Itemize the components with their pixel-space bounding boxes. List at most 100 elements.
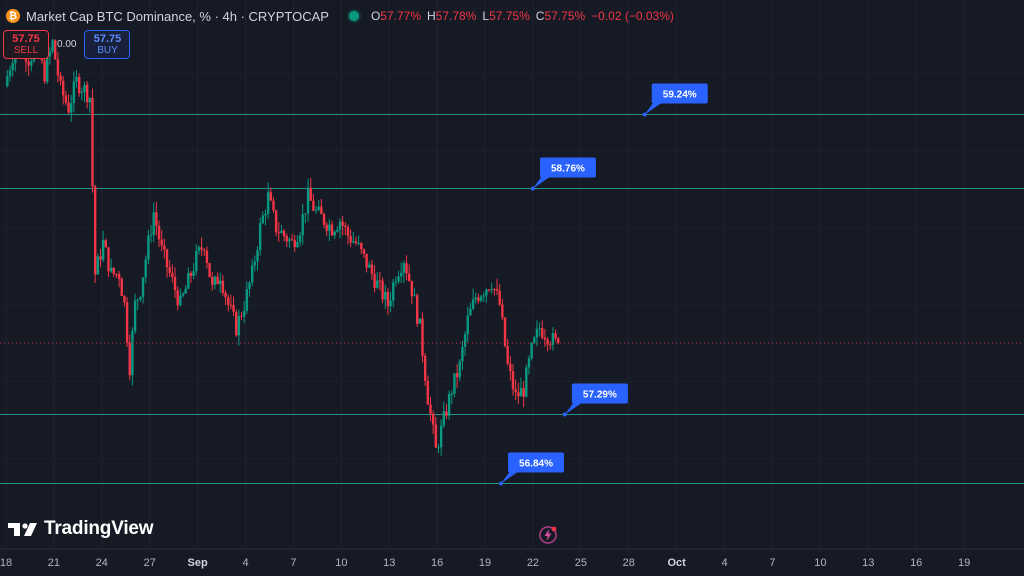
tradingview-wordmark: TradingView — [44, 518, 154, 539]
candle-body — [557, 338, 560, 344]
candle-body — [77, 76, 81, 93]
x-tick-label: 21 — [48, 557, 60, 569]
candle-body — [447, 394, 451, 416]
candle-body — [288, 239, 291, 242]
candle-body — [245, 289, 249, 311]
candle-body — [466, 315, 469, 335]
candle-body — [219, 280, 222, 285]
candle-body — [418, 318, 422, 324]
candle-body — [266, 192, 270, 214]
candle — [479, 294, 483, 303]
ohlc-close-value: 57.75% — [544, 9, 586, 23]
candle-body — [70, 103, 73, 113]
candle-body — [147, 235, 150, 260]
candle-body — [365, 253, 368, 268]
candle-body — [139, 296, 142, 300]
ohlc-change-value: −0.02 (−0.03%) — [591, 9, 674, 23]
candle — [272, 196, 275, 213]
symbol-title[interactable]: Market Cap BTC Dominance, % · 4h · CRYPT… — [26, 8, 329, 24]
candle — [498, 283, 501, 307]
candle-body — [386, 291, 390, 307]
candle-body — [192, 271, 195, 276]
candle-body — [493, 289, 496, 291]
candle — [346, 224, 350, 245]
candle — [83, 81, 86, 103]
level-label: 58.76% — [530, 157, 596, 191]
candle — [514, 379, 517, 401]
candle — [386, 287, 390, 315]
level-label-text: 56.84% — [519, 459, 553, 470]
candle — [277, 221, 280, 242]
level-label-pointer — [564, 403, 581, 415]
candle-body — [336, 229, 339, 232]
candle — [493, 288, 496, 296]
candle — [421, 312, 424, 363]
x-tick-label: 4 — [242, 557, 248, 569]
buy-button[interactable]: 57.75 BUY — [84, 30, 131, 59]
candle — [362, 248, 366, 258]
candle-body — [107, 247, 110, 272]
x-tick-label: 28 — [623, 557, 635, 569]
candle — [27, 56, 30, 76]
candle — [538, 322, 541, 337]
candle — [453, 373, 456, 398]
level-label-pointer — [644, 103, 661, 115]
candle-body — [309, 187, 312, 201]
candle — [77, 73, 81, 97]
x-tick-label: 18 — [0, 557, 12, 569]
x-tick-label: 7 — [769, 557, 775, 569]
candle-body — [490, 289, 493, 291]
tradingview-logo[interactable]: TradingView — [8, 518, 154, 540]
candle — [487, 288, 491, 292]
candle — [67, 94, 70, 114]
candle-body — [453, 373, 456, 394]
candle-body — [370, 264, 374, 274]
candle — [115, 273, 118, 278]
candle-body — [421, 318, 424, 356]
candle — [290, 233, 294, 242]
candle-body — [237, 315, 241, 336]
candle-body — [320, 206, 323, 215]
candle-body — [479, 296, 483, 301]
market-status-icon[interactable] — [348, 11, 359, 21]
candle-body — [117, 274, 121, 279]
candle — [482, 292, 485, 302]
candle-body — [54, 40, 57, 60]
candle — [128, 334, 131, 381]
candle — [213, 275, 217, 290]
x-tick-label: 4 — [722, 557, 728, 569]
candle — [519, 377, 523, 397]
candle — [410, 280, 414, 305]
time-axis[interactable]: 18 21 24 27 Sep 4 7 10 13 16 19 22 25 28 Oct 4 7 10 13 16 19 — [0, 548, 1024, 569]
candle — [447, 390, 451, 420]
candle-body — [389, 300, 392, 307]
ohlc-low-label: L — [482, 9, 490, 23]
candle — [551, 327, 555, 351]
candle-body — [6, 76, 9, 87]
candle-body — [293, 240, 296, 248]
candle-body — [83, 84, 86, 92]
candle — [501, 298, 504, 321]
bitcoin-icon: ₿ — [6, 9, 20, 23]
candle — [445, 404, 448, 419]
candle — [219, 272, 222, 294]
candle-body — [402, 263, 406, 273]
candle — [490, 282, 493, 294]
candle — [163, 238, 166, 259]
candle — [152, 202, 155, 243]
sell-button[interactable]: 57.75 SELL — [3, 30, 49, 59]
candle-body — [306, 187, 310, 214]
candle — [429, 396, 432, 422]
candle — [216, 272, 219, 285]
chart-grid — [5, 0, 965, 549]
candle — [237, 309, 241, 346]
candle-body — [133, 300, 137, 331]
candle — [70, 94, 73, 122]
candle — [282, 229, 286, 242]
x-tick-label: 24 — [96, 557, 108, 569]
candle-body — [43, 60, 46, 82]
flash-icon[interactable] — [538, 525, 558, 545]
candle — [405, 255, 408, 281]
candle — [381, 277, 384, 304]
